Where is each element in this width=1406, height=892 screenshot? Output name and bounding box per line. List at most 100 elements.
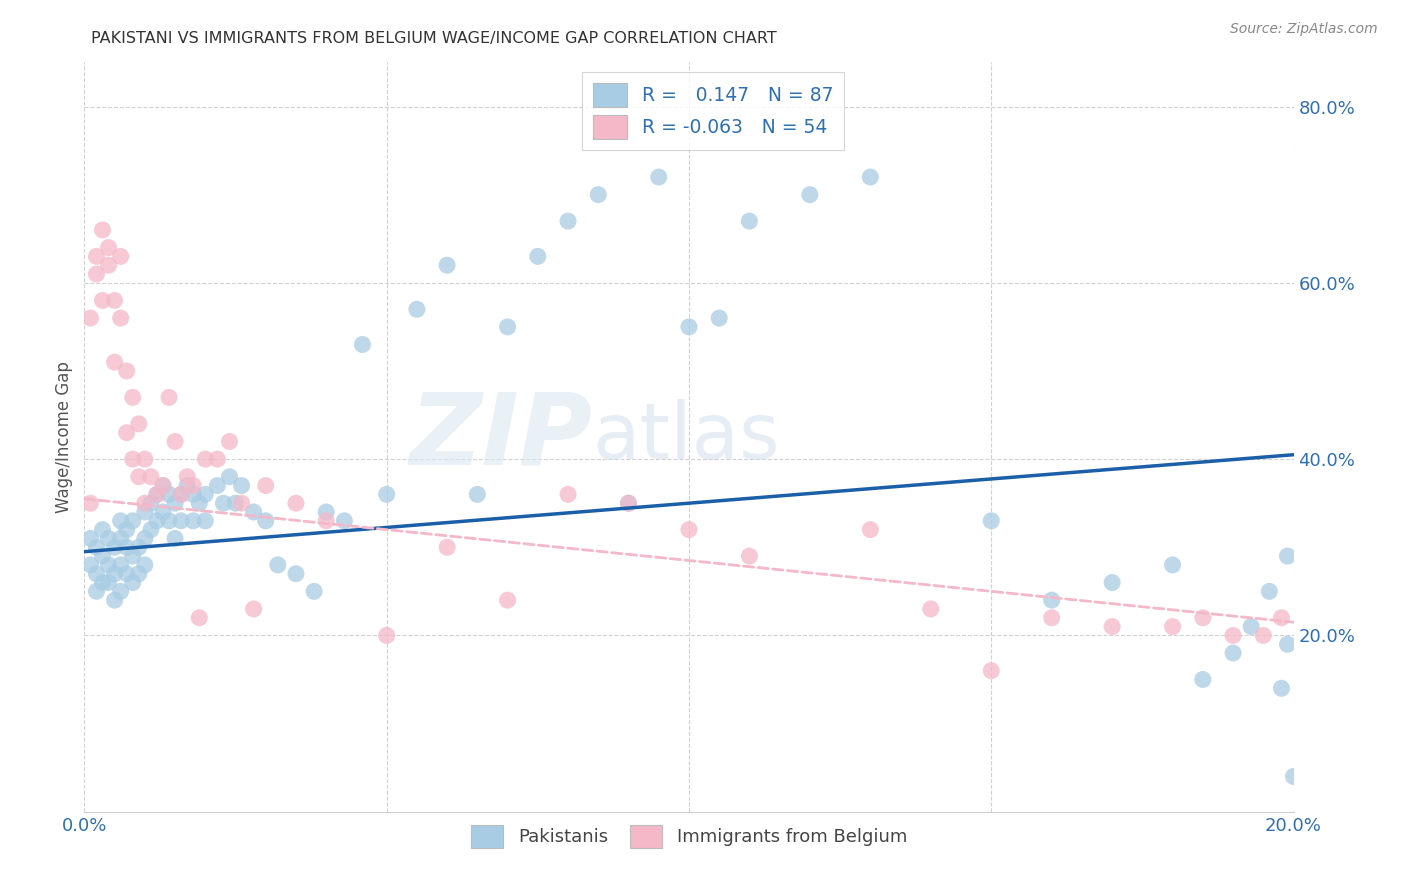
Point bbox=[104, 355, 127, 369]
Point bbox=[285, 566, 308, 581]
Point bbox=[496, 593, 519, 607]
Point bbox=[86, 584, 108, 599]
Point bbox=[110, 311, 132, 326]
Point bbox=[1240, 619, 1263, 633]
Text: Source: ZipAtlas.com: Source: ZipAtlas.com bbox=[1230, 22, 1378, 37]
Point bbox=[176, 478, 198, 492]
Point bbox=[194, 452, 217, 467]
Point bbox=[1282, 769, 1305, 783]
Point bbox=[1040, 611, 1063, 625]
Point bbox=[134, 452, 156, 467]
Point bbox=[1040, 593, 1063, 607]
Point bbox=[110, 584, 132, 599]
Point bbox=[333, 514, 356, 528]
Text: PAKISTANI VS IMMIGRANTS FROM BELGIUM WAGE/INCOME GAP CORRELATION CHART: PAKISTANI VS IMMIGRANTS FROM BELGIUM WAG… bbox=[91, 31, 778, 46]
Point bbox=[121, 452, 143, 467]
Text: ZIP: ZIP bbox=[409, 389, 592, 485]
Point bbox=[436, 541, 458, 555]
Point bbox=[110, 514, 132, 528]
Point bbox=[79, 496, 101, 510]
Point bbox=[302, 584, 325, 599]
Point bbox=[170, 487, 193, 501]
Point bbox=[115, 523, 138, 537]
Point bbox=[315, 514, 337, 528]
Point bbox=[1161, 619, 1184, 633]
Point bbox=[152, 478, 174, 492]
Point bbox=[1270, 681, 1292, 696]
Point bbox=[115, 566, 138, 581]
Point bbox=[188, 611, 211, 625]
Point bbox=[285, 496, 308, 510]
Point bbox=[115, 364, 138, 378]
Point bbox=[315, 505, 337, 519]
Point bbox=[1253, 628, 1275, 642]
Point bbox=[1101, 619, 1123, 633]
Point bbox=[920, 602, 942, 616]
Point bbox=[980, 514, 1002, 528]
Point bbox=[86, 267, 108, 281]
Point bbox=[557, 487, 579, 501]
Point bbox=[79, 532, 101, 546]
Point bbox=[225, 496, 247, 510]
Point bbox=[352, 337, 374, 351]
Point bbox=[406, 302, 429, 317]
Point bbox=[104, 541, 127, 555]
Point bbox=[86, 541, 108, 555]
Point bbox=[738, 214, 761, 228]
Point bbox=[97, 532, 120, 546]
Point bbox=[467, 487, 489, 501]
Point bbox=[194, 514, 217, 528]
Point bbox=[218, 469, 240, 483]
Point bbox=[157, 391, 180, 405]
Point bbox=[859, 523, 882, 537]
Point bbox=[157, 487, 180, 501]
Point bbox=[97, 241, 120, 255]
Point bbox=[104, 566, 127, 581]
Point bbox=[1101, 575, 1123, 590]
Point bbox=[242, 602, 264, 616]
Point bbox=[91, 549, 114, 563]
Point bbox=[110, 249, 132, 263]
Point bbox=[128, 469, 150, 483]
Point bbox=[738, 549, 761, 563]
Point bbox=[79, 558, 101, 572]
Point bbox=[242, 505, 264, 519]
Point bbox=[1222, 646, 1244, 660]
Point bbox=[110, 532, 132, 546]
Point bbox=[212, 496, 235, 510]
Point bbox=[91, 523, 114, 537]
Point bbox=[207, 478, 229, 492]
Point bbox=[139, 496, 162, 510]
Point bbox=[104, 593, 127, 607]
Text: atlas: atlas bbox=[592, 399, 780, 475]
Point bbox=[134, 532, 156, 546]
Point bbox=[79, 311, 101, 326]
Point bbox=[980, 664, 1002, 678]
Point bbox=[97, 258, 120, 272]
Point bbox=[709, 311, 731, 326]
Point bbox=[152, 478, 174, 492]
Point bbox=[121, 575, 143, 590]
Point bbox=[207, 452, 229, 467]
Point bbox=[1161, 558, 1184, 572]
Point bbox=[678, 523, 700, 537]
Point bbox=[91, 575, 114, 590]
Point bbox=[128, 541, 150, 555]
Point bbox=[134, 496, 156, 510]
Point bbox=[1277, 637, 1299, 651]
Point bbox=[139, 523, 162, 537]
Point bbox=[146, 514, 169, 528]
Point bbox=[181, 487, 204, 501]
Point bbox=[86, 566, 108, 581]
Point bbox=[1222, 628, 1244, 642]
Point bbox=[146, 487, 169, 501]
Point bbox=[617, 496, 640, 510]
Point bbox=[97, 575, 120, 590]
Point bbox=[648, 169, 671, 184]
Point bbox=[1277, 549, 1299, 563]
Point bbox=[115, 425, 138, 440]
Point bbox=[91, 223, 114, 237]
Point bbox=[181, 514, 204, 528]
Point bbox=[254, 514, 277, 528]
Point bbox=[97, 558, 120, 572]
